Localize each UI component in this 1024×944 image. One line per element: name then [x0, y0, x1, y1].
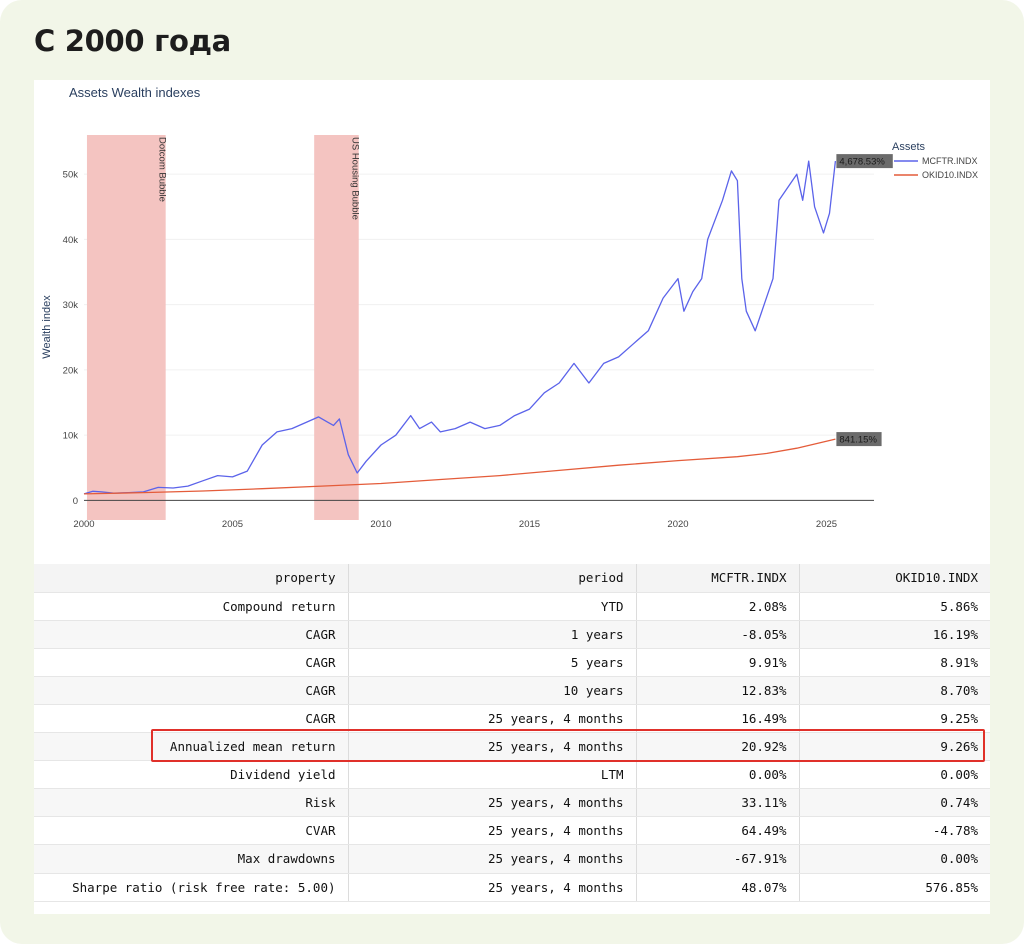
cell-mcftr: 33.11% — [636, 788, 800, 818]
table-row: Sharpe ratio (risk free rate: 5.00) 25 ye… — [34, 873, 990, 902]
cell-okid10: 0.74% — [799, 788, 990, 818]
cell-okid10: 0.00% — [799, 844, 990, 874]
x-tick-label: 2010 — [370, 519, 391, 530]
cell-period: 25 years, 4 months — [348, 732, 637, 762]
y-axis-label: Wealth index — [41, 295, 53, 359]
cell-property: CAGR — [34, 704, 349, 734]
cell-property: CAGR — [34, 620, 349, 649]
cell-property: Dividend yield — [34, 760, 349, 790]
table-row: CAGR 25 years, 4 months 16.49% 9.25% — [34, 704, 990, 734]
end-label-box — [836, 432, 882, 447]
cell-okid10: 8.70% — [799, 676, 990, 705]
cell-okid10: 16.19% — [799, 620, 990, 649]
cell-period: 25 years, 4 months — [348, 816, 637, 846]
cell-period: 25 years, 4 months — [348, 873, 637, 902]
cell-property: CVAR — [34, 816, 349, 846]
cell-property: CAGR — [34, 676, 349, 705]
cell-period: 25 years, 4 months — [348, 704, 637, 734]
series-line-mcftr-indx — [83, 160, 837, 495]
cell-okid10: 576.85% — [799, 873, 990, 902]
legend-label: MCFTR.INDX — [922, 156, 978, 166]
cell-property: Annualized mean return — [34, 732, 349, 762]
cell-period: LTM — [348, 760, 637, 790]
cell-mcftr: 12.83% — [636, 676, 800, 705]
header-mcftr: MCFTR.INDX — [636, 564, 800, 593]
cell-okid10: 9.25% — [799, 704, 990, 734]
cell-mcftr: -8.05% — [636, 620, 800, 649]
cell-property: Sharpe ratio (risk free rate: 5.00) — [34, 873, 349, 902]
cell-property: Max drawdowns — [34, 844, 349, 874]
cell-period: 5 years — [348, 648, 637, 677]
cell-mcftr: 0.00% — [636, 760, 800, 790]
shaded-region-label: US Housing Bubble — [350, 137, 361, 220]
cell-okid10: 0.00% — [799, 760, 990, 790]
cell-mcftr: 48.07% — [636, 873, 800, 902]
cell-period: YTD — [348, 592, 637, 621]
cell-period: 25 years, 4 months — [348, 844, 637, 874]
y-tick-label: 50k — [63, 170, 79, 181]
y-tick-label: 40k — [63, 235, 79, 246]
table-row: Dividend yield LTM 0.00% 0.00% — [34, 760, 990, 790]
cell-mcftr: -67.91% — [636, 844, 800, 874]
cell-property: Compound return — [34, 592, 349, 621]
y-tick-label: 20k — [63, 365, 79, 376]
x-tick-label: 2000 — [73, 519, 94, 530]
cell-mcftr: 2.08% — [636, 592, 800, 621]
cell-okid10: 5.86% — [799, 592, 990, 621]
table-row: Max drawdowns 25 years, 4 months -67.91% 0.… — [34, 844, 990, 874]
cell-period: 25 years, 4 months — [348, 788, 637, 818]
cell-mcftr: 16.49% — [636, 704, 800, 734]
x-tick-label: 2005 — [222, 519, 243, 530]
table-row: CVAR 25 years, 4 months 64.49% -4.78% — [34, 816, 990, 846]
legend-label: OKID10.INDX — [922, 170, 978, 180]
cell-okid10: -4.78% — [799, 816, 990, 846]
table-row: CAGR 10 years 12.83% 8.70% — [34, 676, 990, 705]
table-row: Compound return YTD 2.08% 5.86% — [34, 592, 990, 621]
table-body: Compound return YTD 2.08% 5.86% CAGR 1 years -… — [34, 592, 990, 902]
table-row: Risk 25 years, 4 months 33.11% 0.74% — [34, 788, 990, 818]
chart-title: Assets Wealth indexes — [69, 85, 201, 100]
cell-mcftr: 64.49% — [636, 816, 800, 846]
end-label-box — [836, 154, 893, 169]
cell-property: Risk — [34, 788, 349, 818]
shaded-region — [86, 135, 166, 520]
page-title: С 2000 года — [34, 24, 231, 58]
y-tick-label: 10k — [63, 431, 79, 442]
header-period: period — [348, 564, 637, 593]
cell-okid10: 9.26% — [799, 732, 990, 762]
shaded-region-label: Dotcom Bubble — [157, 137, 168, 202]
legend-title: Assets — [892, 141, 926, 153]
table-header-row: property period MCFTR.INDX OKID10.INDX — [34, 564, 990, 593]
statistics-table: property period MCFTR.INDX OKID10.INDX C… — [34, 564, 990, 902]
header-okid10: OKID10.INDX — [799, 564, 990, 593]
end-label: 841.15% — [839, 435, 877, 446]
cell-property: CAGR — [34, 648, 349, 677]
y-tick-label: 30k — [63, 300, 79, 311]
table-row: CAGR 5 years 9.91% 8.91% — [34, 648, 990, 677]
x-tick-label: 2025 — [816, 519, 837, 530]
cell-okid10: 8.91% — [799, 648, 990, 677]
x-tick-label: 2020 — [667, 519, 688, 530]
table-row: Annualized mean return 25 years, 4 months… — [34, 732, 990, 762]
cell-mcftr: 9.91% — [636, 648, 800, 677]
cell-period: 1 years — [348, 620, 637, 649]
wealth-index-chart: Assets Wealth indexes Dotcom Bubble US Hou… — [34, 80, 990, 550]
shaded-region — [314, 135, 359, 520]
chart-svg: Assets Wealth indexes Dotcom Bubble US Hou… — [41, 85, 978, 530]
content-card: Assets Wealth indexes Dotcom Bubble US Hou… — [34, 80, 990, 914]
y-tick-label: 0 — [73, 496, 78, 507]
series-line-okid10-indx — [83, 438, 836, 495]
cell-period: 10 years — [348, 676, 637, 705]
end-label: 4,678.53% — [839, 157, 885, 168]
header-property: property — [34, 564, 349, 593]
table-row: CAGR 1 years -8.05% 16.19% — [34, 620, 990, 649]
x-tick-label: 2015 — [519, 519, 540, 530]
cell-mcftr: 20.92% — [636, 732, 800, 762]
